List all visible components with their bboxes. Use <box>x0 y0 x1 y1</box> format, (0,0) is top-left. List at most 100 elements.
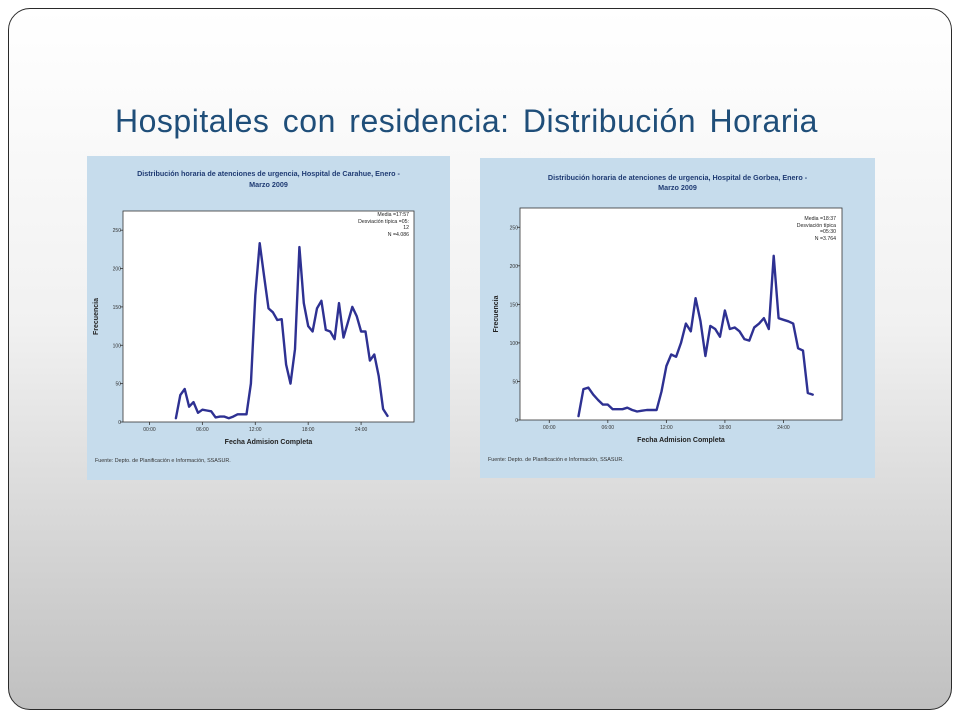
source-note: Fuente: Depto. de Planificación e Inform… <box>488 457 624 463</box>
y-tick-label: 0 <box>118 420 121 426</box>
stats-line: 12 <box>403 225 409 231</box>
chart-title: Distribución horaria de atenciones de ur… <box>548 173 808 182</box>
data-point <box>382 408 384 410</box>
x-tick-label: 18:00 <box>302 427 315 433</box>
stats-line: Desviación típica =05: <box>358 219 409 225</box>
data-point <box>699 320 702 322</box>
x-tick-label: 24:00 <box>355 427 368 433</box>
data-point <box>232 416 234 418</box>
data-point <box>289 383 292 385</box>
data-point <box>651 409 653 411</box>
data-point <box>210 410 212 412</box>
data-point <box>719 336 721 338</box>
data-point <box>197 412 199 414</box>
data-point <box>272 311 274 313</box>
data-point <box>631 409 633 411</box>
data-point <box>386 415 389 417</box>
data-point <box>364 330 367 333</box>
data-point <box>807 392 809 394</box>
data-point <box>782 319 785 321</box>
data-point <box>724 309 726 312</box>
data-point <box>175 417 177 419</box>
y-tick-label: 200 <box>510 264 519 270</box>
x-axis-label: Fecha Admision Completa <box>225 439 313 446</box>
data-point <box>602 403 604 406</box>
x-tick-label: 06:00 <box>602 425 615 431</box>
data-point <box>675 356 677 358</box>
x-tick-label: 24:00 <box>777 425 790 431</box>
data-point <box>685 323 687 325</box>
data-point <box>665 365 667 367</box>
data-point <box>582 388 585 390</box>
data-point <box>787 320 789 322</box>
data-point <box>351 306 353 308</box>
data-point <box>373 353 375 356</box>
x-tick-label: 06:00 <box>196 427 209 433</box>
data-point <box>378 375 380 377</box>
x-tick-label: 12:00 <box>249 427 262 433</box>
x-tick-label: 12:00 <box>660 425 673 431</box>
data-point <box>241 413 243 415</box>
data-point <box>259 242 261 244</box>
data-point <box>690 330 692 332</box>
data-point <box>773 255 775 257</box>
data-point <box>303 302 305 304</box>
data-point <box>311 330 314 333</box>
x-axis-label: Fecha Admision Completa <box>637 437 725 444</box>
data-point <box>307 325 309 327</box>
stats-line: Media =17:57 <box>377 212 409 218</box>
data-point <box>334 338 336 340</box>
data-point <box>792 323 794 325</box>
data-point <box>797 347 799 349</box>
x-tick-label: 00:00 <box>143 427 156 433</box>
gorbea-chart: Distribución horaria de atenciones de ur… <box>480 158 875 478</box>
data-point <box>360 330 362 333</box>
data-point <box>347 321 349 323</box>
data-point <box>320 300 323 302</box>
data-point <box>763 317 765 319</box>
data-point <box>188 406 190 408</box>
data-point <box>263 275 265 277</box>
stats-line: Media =18:37 <box>804 216 836 222</box>
data-point <box>214 416 217 418</box>
y-tick-label: 100 <box>510 341 519 347</box>
data-point <box>276 319 278 321</box>
data-point <box>285 363 287 366</box>
chart-title: Distribución horaria de atenciones de ur… <box>137 169 400 178</box>
data-point <box>777 317 780 319</box>
stats-line: N =4.086 <box>388 232 409 238</box>
data-point <box>612 408 614 410</box>
data-point <box>228 417 230 419</box>
data-point <box>237 413 239 415</box>
data-point <box>325 329 327 331</box>
data-point <box>641 410 643 412</box>
y-tick-label: 200 <box>113 267 122 273</box>
y-tick-label: 250 <box>510 225 519 231</box>
data-point <box>812 393 814 396</box>
data-point <box>802 350 804 352</box>
x-tick-label: 18:00 <box>719 425 732 431</box>
chart-title: Marzo 2009 <box>658 183 697 192</box>
y-tick-label: 50 <box>115 382 121 388</box>
data-point <box>316 307 318 310</box>
data-point <box>660 390 663 393</box>
data-point <box>753 326 755 329</box>
y-tick-label: 0 <box>515 418 518 424</box>
data-point <box>729 328 731 330</box>
data-point <box>245 413 248 415</box>
data-point <box>369 360 371 362</box>
data-point <box>356 315 358 317</box>
data-point <box>743 338 746 340</box>
chart-title: Marzo 2009 <box>249 180 288 189</box>
y-axis-label: Frecuencia <box>93 298 100 335</box>
plot-area <box>519 207 843 421</box>
y-axis-label: Frecuencia <box>493 295 500 332</box>
stats-line: N =3.764 <box>815 236 836 242</box>
data-point <box>714 328 716 330</box>
data-point <box>656 409 658 411</box>
x-tick-label: 00:00 <box>543 425 556 431</box>
data-point <box>607 403 609 406</box>
y-tick-label: 100 <box>113 343 122 349</box>
data-point <box>709 325 711 327</box>
data-point <box>738 330 741 332</box>
